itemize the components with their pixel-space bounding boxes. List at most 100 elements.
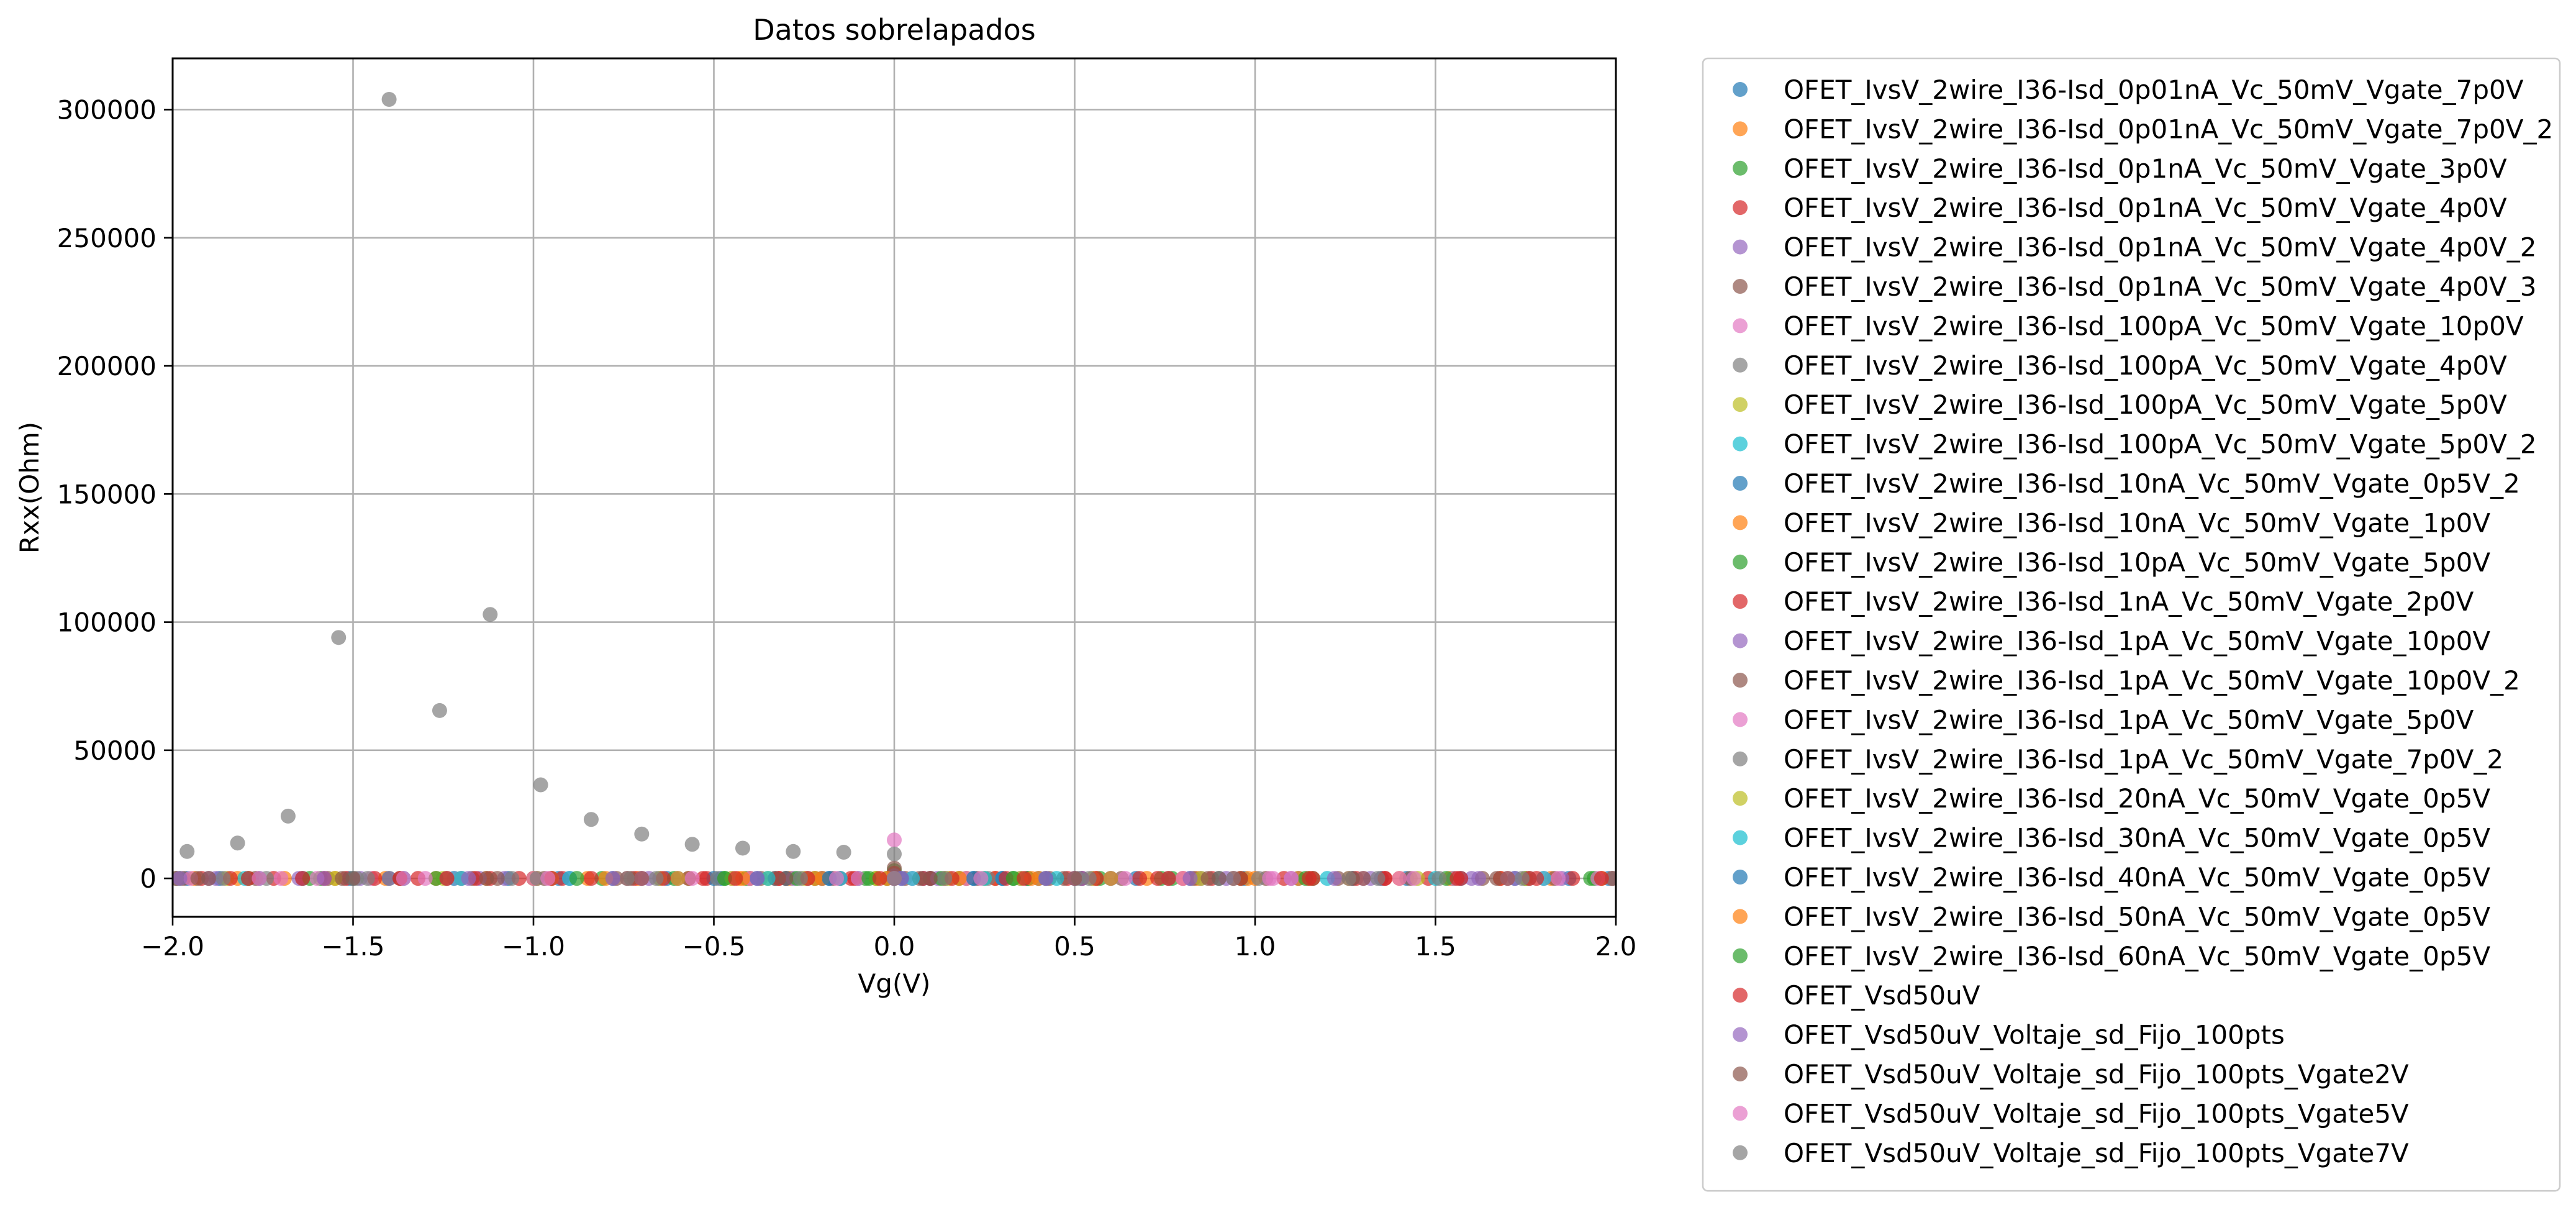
data-point <box>1551 871 1566 886</box>
legend-entry-label: OFET_Vsd50uV_Voltaje_sd_Fijo_100pts_Vgat… <box>1784 1138 2409 1168</box>
data-point <box>1370 871 1386 886</box>
legend-entry-label: OFET_IvsV_2wire_I36-Isd_40nA_Vc_50mV_Vga… <box>1784 862 2490 893</box>
data-point <box>273 871 289 886</box>
legend-marker <box>1733 1027 1748 1042</box>
x-tick-label: 0.5 <box>1054 931 1095 962</box>
data-point <box>1262 871 1277 886</box>
y-tick-label: 250000 <box>57 223 156 253</box>
data-point <box>861 871 877 886</box>
data-point <box>396 871 411 886</box>
x-tick-label: −1.0 <box>502 931 565 962</box>
data-point <box>432 703 447 718</box>
data-point <box>295 871 311 886</box>
data-point <box>829 871 845 886</box>
legend-entry-label: OFET_IvsV_2wire_I36-Isd_60nA_Vc_50mV_Vga… <box>1784 941 2490 971</box>
legend-marker <box>1733 633 1748 648</box>
data-point <box>1161 871 1176 886</box>
legend-marker <box>1733 673 1748 688</box>
data-point <box>540 871 556 886</box>
x-tick-label: 0.0 <box>874 931 915 962</box>
data-point <box>1182 871 1198 886</box>
legend-entry-label: OFET_IvsV_2wire_I36-Isd_0p1nA_Vc_50mV_Vg… <box>1784 232 2536 263</box>
data-point <box>417 871 433 886</box>
data-point <box>179 844 195 859</box>
data-point <box>483 607 498 622</box>
data-point <box>1305 871 1320 886</box>
data-point <box>648 871 664 886</box>
legend-entry-label: OFET_IvsV_2wire_I36-Isd_10nA_Vc_50mV_Vga… <box>1784 468 2520 499</box>
legend-entry-label: OFET_Vsd50uV_Voltaje_sd_Fijo_100pts_Vgat… <box>1784 1059 2409 1089</box>
legend-marker <box>1733 948 1748 963</box>
x-tick-label: 2.0 <box>1595 931 1637 962</box>
data-point <box>620 871 635 886</box>
x-tick-label: 1.0 <box>1235 931 1276 962</box>
legend-entry-label: OFET_IvsV_2wire_I36-Isd_0p01nA_Vc_50mV_V… <box>1784 75 2524 105</box>
data-point <box>887 846 902 862</box>
data-point <box>973 871 989 886</box>
legend-marker <box>1733 791 1748 806</box>
data-point <box>317 871 332 886</box>
data-point <box>1327 871 1342 886</box>
legend-entry-label: OFET_IvsV_2wire_I36-Isd_100pA_Vc_50mV_Vg… <box>1784 429 2537 460</box>
data-point <box>872 871 887 886</box>
data-point <box>569 871 584 886</box>
x-tick-label: 1.5 <box>1415 931 1456 962</box>
data-point <box>684 871 700 886</box>
data-point <box>850 871 866 886</box>
legend-marker <box>1733 712 1748 727</box>
data-point <box>937 871 953 886</box>
data-point <box>836 845 851 860</box>
legend-entry-label: OFET_IvsV_2wire_I36-Isd_0p1nA_Vc_50mV_Vg… <box>1784 193 2507 223</box>
data-point <box>1341 871 1357 886</box>
scatter-points <box>173 92 1616 886</box>
legend-marker <box>1733 515 1748 530</box>
y-tick-label: 150000 <box>57 479 156 509</box>
legend-entry-label: OFET_IvsV_2wire_I36-Isd_1pA_Vc_50mV_Vgat… <box>1784 704 2474 735</box>
legend-marker <box>1733 594 1748 609</box>
data-point <box>1150 871 1166 886</box>
data-point <box>280 808 296 824</box>
legend-entry-label: OFET_IvsV_2wire_I36-Isd_0p01nA_Vc_50mV_V… <box>1784 114 2553 144</box>
chart-title: Datos sobrelapados <box>753 13 1036 47</box>
data-point <box>1449 871 1465 886</box>
data-point <box>381 871 397 886</box>
legend-marker <box>1733 751 1748 766</box>
data-point <box>778 871 794 886</box>
legend-marker <box>1733 1067 1748 1081</box>
data-point <box>1565 871 1581 886</box>
legend-entry-label: OFET_Vsd50uV_Voltaje_sd_Fijo_100pts <box>1784 1020 2285 1050</box>
data-point <box>1117 871 1133 886</box>
data-point <box>583 871 599 886</box>
y-tick-label: 300000 <box>57 95 156 125</box>
legend-entry-label: OFET_Vsd50uV <box>1784 980 1980 1011</box>
data-point <box>1049 871 1064 886</box>
legend-marker <box>1733 318 1748 334</box>
series-points-8 <box>179 92 902 862</box>
x-tick-label: −1.5 <box>322 931 385 962</box>
legend-marker <box>1733 909 1748 924</box>
legend: OFET_IvsV_2wire_I36-Isd_0p01nA_Vc_50mV_V… <box>1702 57 2561 1192</box>
data-point <box>684 837 700 852</box>
legend-entry-label: OFET_IvsV_2wire_I36-Isd_1pA_Vc_50mV_Vgat… <box>1784 744 2503 775</box>
legend-marker <box>1733 279 1748 294</box>
data-point <box>905 871 920 886</box>
data-point <box>1251 871 1266 886</box>
data-point <box>335 871 350 886</box>
data-point <box>1017 871 1032 886</box>
data-point <box>750 871 765 886</box>
y-tick-label: 0 <box>140 863 156 894</box>
series-points-26 <box>201 871 1515 886</box>
legend-marker <box>1733 200 1748 216</box>
legend-marker <box>1733 239 1748 255</box>
data-point <box>1081 871 1097 886</box>
data-point <box>1489 871 1505 886</box>
data-point <box>381 92 397 107</box>
y-tick-label: 200000 <box>57 351 156 381</box>
data-point <box>583 812 599 827</box>
legend-marker <box>1733 1145 1748 1160</box>
legend-marker <box>1733 436 1748 452</box>
legend-marker <box>1733 82 1748 97</box>
data-point <box>887 832 902 848</box>
y-tick-label: 50000 <box>73 735 156 766</box>
